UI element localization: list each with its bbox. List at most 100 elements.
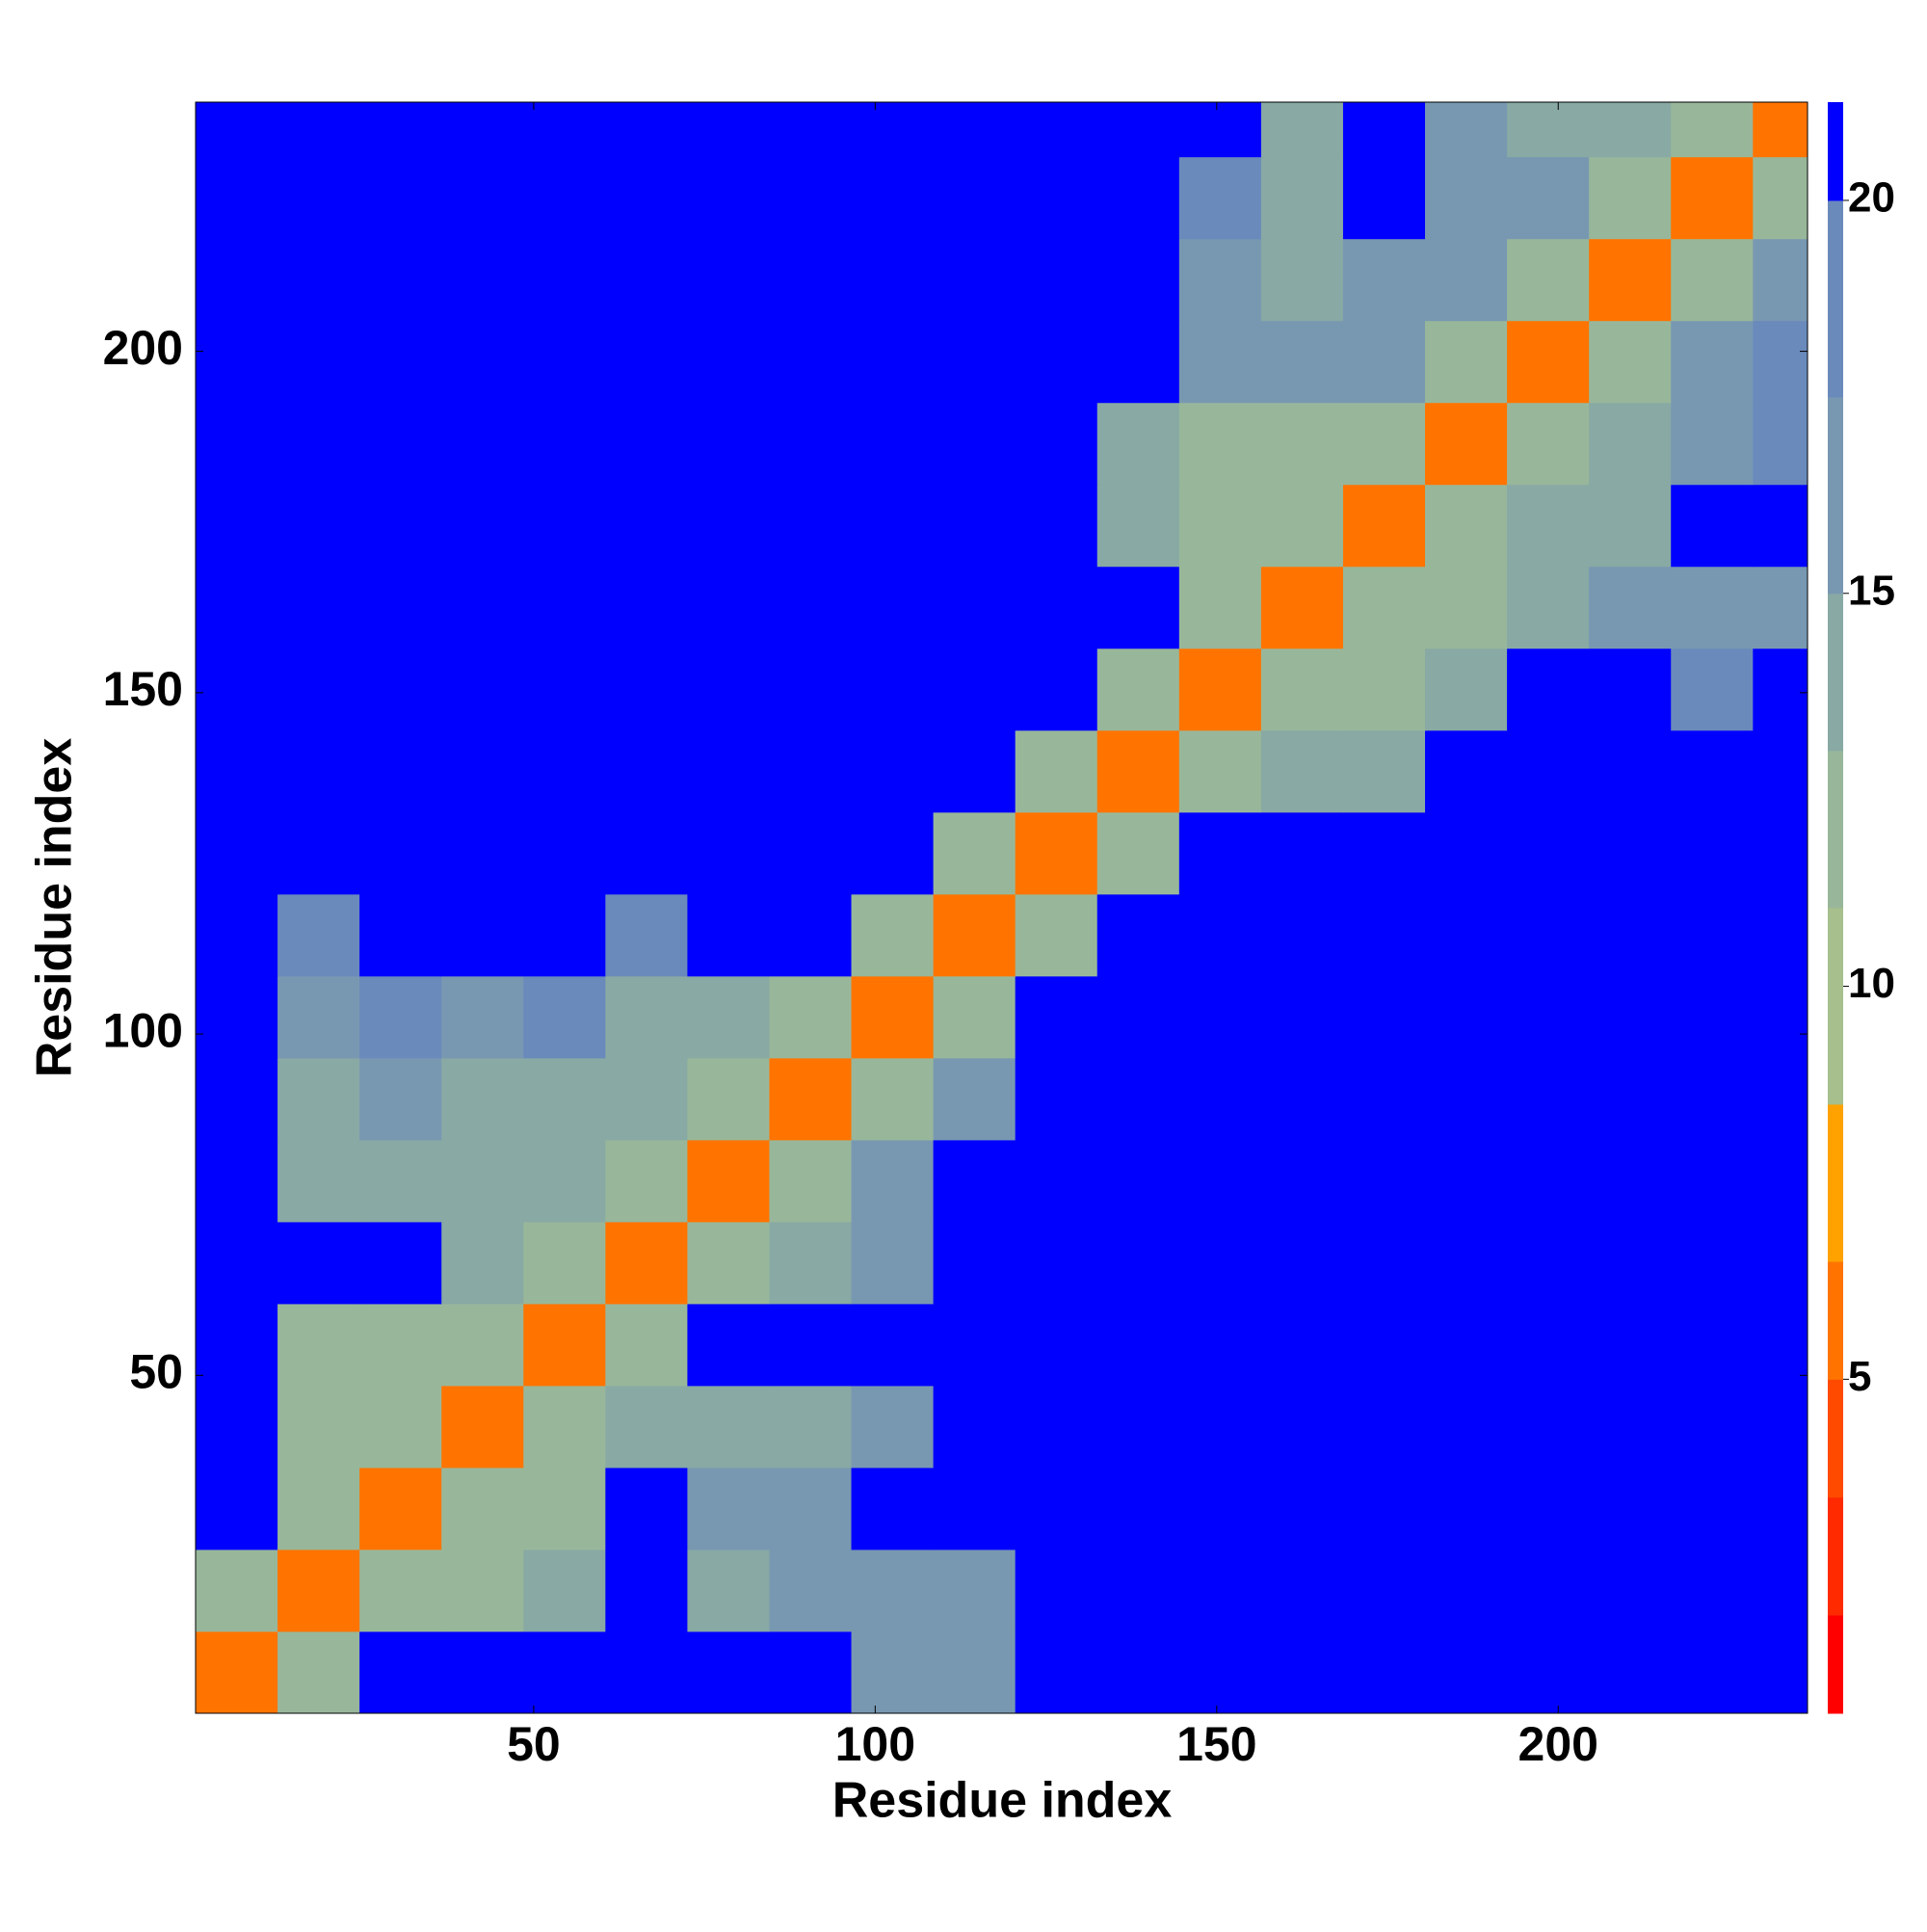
heatmap-cell	[1342, 1467, 1426, 1550]
heatmap-cell	[933, 156, 1016, 240]
heatmap-cell	[1753, 1548, 1808, 1632]
heatmap-cell	[1425, 484, 1508, 568]
heatmap-cell	[359, 729, 442, 813]
heatmap-cell	[1753, 975, 1808, 1059]
heatmap-cell	[196, 1139, 278, 1223]
heatmap-cell	[523, 1303, 606, 1387]
heatmap-cell	[1260, 1630, 1344, 1714]
heatmap-cell	[1589, 811, 1672, 895]
heatmap-cell	[196, 1548, 278, 1632]
heatmap-cell	[359, 238, 442, 322]
heatmap-cell	[769, 1057, 853, 1141]
heatmap-cell	[605, 484, 688, 568]
heatmap-cell	[1753, 1139, 1808, 1223]
heatmap-cell	[1260, 484, 1344, 568]
y-tick-label: 50	[129, 1345, 183, 1399]
heatmap-cell	[769, 1467, 853, 1550]
heatmap-cell	[1671, 1057, 1754, 1141]
y-axis-title: Residue index	[27, 738, 83, 1078]
heatmap-cell	[523, 811, 606, 895]
heatmap-cell	[687, 811, 770, 895]
heatmap-cell	[1015, 648, 1098, 731]
heatmap-cell	[1589, 1139, 1672, 1223]
heatmap-cell	[1096, 156, 1180, 240]
heatmap-cell	[1507, 811, 1590, 895]
heatmap-cell	[605, 156, 688, 240]
heatmap-cell	[441, 320, 524, 404]
heatmap-cell	[277, 156, 360, 240]
heatmap-cell	[1015, 402, 1098, 486]
heatmap-cell	[1589, 1385, 1672, 1469]
heatmap-cell	[769, 811, 853, 895]
heatmap-cell	[1753, 102, 1808, 158]
heatmap-cell	[1671, 102, 1754, 158]
heatmap-cell	[1096, 402, 1180, 486]
heatmap-cell	[523, 1221, 606, 1305]
heatmap-cell	[1507, 320, 1590, 404]
heatmap-cell	[1507, 1221, 1590, 1305]
heatmap-cell	[1096, 320, 1180, 404]
heatmap-cell	[359, 811, 442, 895]
heatmap-cell	[1753, 156, 1808, 240]
heatmap-cell	[523, 1139, 606, 1223]
heatmap-cell	[359, 1630, 442, 1714]
heatmap-cell	[523, 1467, 606, 1550]
heatmap-cell	[1096, 1303, 1180, 1387]
heatmap-cell	[359, 648, 442, 731]
heatmap-cell	[1589, 729, 1672, 813]
heatmap-cell	[1753, 1385, 1808, 1469]
heatmap-cell	[1342, 1548, 1426, 1632]
heatmap-cell	[1342, 102, 1426, 158]
heatmap-cell	[1671, 484, 1754, 568]
heatmap-cell	[359, 1385, 442, 1469]
heatmap-cell	[196, 156, 278, 240]
heatmap-cell	[1178, 811, 1262, 895]
heatmap-cell	[933, 729, 1016, 813]
heatmap-cell	[1671, 975, 1754, 1059]
colorbar-band	[1828, 396, 1843, 595]
heatmap-cell	[933, 1303, 1016, 1387]
heatmap-cell	[196, 729, 278, 813]
heatmap-cell	[1425, 1630, 1508, 1714]
heatmap-cell	[1425, 1548, 1508, 1632]
heatmap-cell	[1342, 238, 1426, 322]
heatmap-cell	[605, 1057, 688, 1141]
colorbar-tick-label: 10	[1848, 960, 1895, 1007]
heatmap-cell	[359, 320, 442, 404]
heatmap-cell	[359, 566, 442, 649]
heatmap-cell	[1178, 1139, 1262, 1223]
heatmap-cell	[851, 811, 935, 895]
heatmap-cell	[687, 1630, 770, 1714]
heatmap-cell	[523, 729, 606, 813]
heatmap-cell	[1342, 1221, 1426, 1305]
heatmap-cell	[1589, 893, 1672, 977]
heatmap-cell	[769, 648, 853, 731]
heatmap-cell	[687, 1303, 770, 1387]
heatmap-cell	[1425, 893, 1508, 977]
heatmap-cell	[851, 1303, 935, 1387]
heatmap-cell	[1015, 1303, 1098, 1387]
heatmap-cell	[1425, 729, 1508, 813]
colorbar-band	[1828, 1103, 1843, 1262]
heatmap-cell	[1260, 238, 1344, 322]
heatmap-cell	[1589, 975, 1672, 1059]
colorbar-band	[1828, 908, 1843, 1105]
heatmap-cell	[1015, 102, 1098, 158]
heatmap-cell	[277, 566, 360, 649]
heatmap-cell	[687, 648, 770, 731]
heatmap-cell	[523, 1057, 606, 1141]
heatmap-cell	[769, 238, 853, 322]
heatmap-cell	[196, 402, 278, 486]
heatmap-cell	[1015, 156, 1098, 240]
heatmap-cell	[1178, 238, 1262, 322]
heatmap-cell	[687, 1221, 770, 1305]
heatmap-cell	[523, 1630, 606, 1714]
heatmap-cell	[441, 102, 524, 158]
heatmap-cell	[1753, 566, 1808, 649]
heatmap-cell	[1260, 729, 1344, 813]
heatmap-cell	[523, 320, 606, 404]
heatmap-cell	[359, 484, 442, 568]
heatmap-cell	[441, 1548, 524, 1632]
heatmap-cell	[687, 156, 770, 240]
heatmap-cell	[605, 729, 688, 813]
